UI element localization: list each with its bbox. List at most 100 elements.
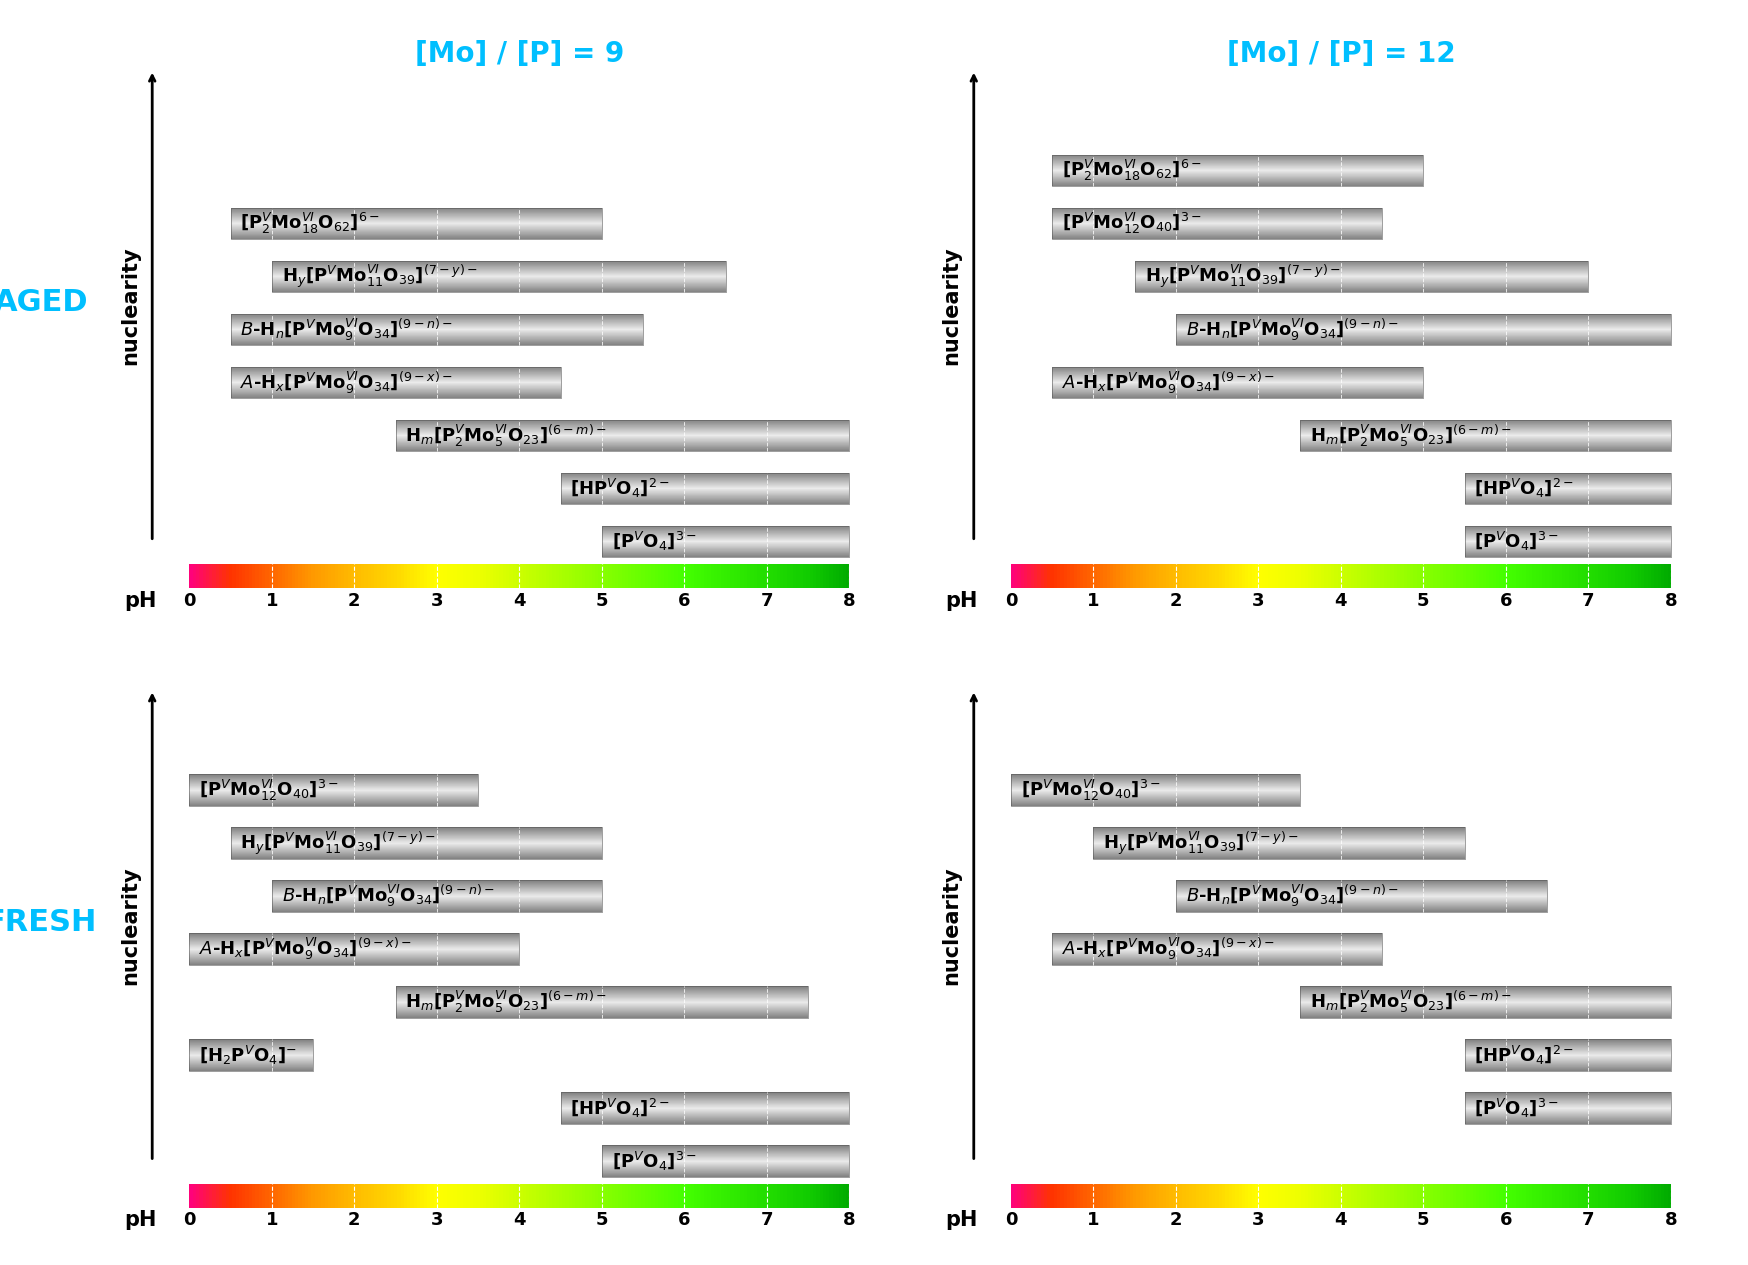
Bar [189, 564, 192, 588]
Bar [259, 564, 262, 588]
Bar [1173, 1184, 1176, 1208]
Bar [1080, 1184, 1084, 1208]
Bar [1516, 564, 1519, 588]
Bar [1526, 1184, 1530, 1208]
Bar [1377, 564, 1381, 588]
Bar [823, 564, 827, 588]
Bar [348, 564, 351, 588]
Bar [1106, 1184, 1110, 1208]
Text: AGED: AGED [0, 288, 87, 318]
Bar [697, 564, 701, 588]
Bar [631, 1184, 635, 1208]
Bar [830, 1184, 832, 1208]
Bar [1652, 1184, 1654, 1208]
Bar [760, 1184, 764, 1208]
Bar [1150, 564, 1152, 588]
Bar [1334, 564, 1337, 588]
Bar [1351, 564, 1355, 588]
Bar [1166, 564, 1169, 588]
Bar [642, 1184, 645, 1208]
Text: $B$-H$_{n}$[P$^{V}$Mo$^{VI}_{9}$O$_{34}$]$^{(9-n)-}$: $B$-H$_{n}$[P$^{V}$Mo$^{VI}_{9}$O$_{34}$… [281, 883, 495, 910]
Text: nuclearity: nuclearity [942, 247, 961, 366]
Bar [304, 564, 308, 588]
Bar [1482, 564, 1486, 588]
Bar [1278, 564, 1281, 588]
Bar [638, 564, 642, 588]
Bar [1084, 1184, 1087, 1208]
Bar [806, 1184, 809, 1208]
Bar [1087, 1184, 1091, 1208]
Bar [378, 1184, 381, 1208]
Bar [206, 1184, 210, 1208]
Bar [783, 564, 787, 588]
Bar [1470, 1184, 1474, 1208]
Bar [278, 564, 281, 588]
Bar [1407, 564, 1411, 588]
Bar [1073, 564, 1077, 588]
Bar [713, 564, 717, 588]
Bar [322, 1184, 325, 1208]
Bar [1225, 1184, 1229, 1208]
Bar [374, 564, 378, 588]
Bar [1162, 1184, 1166, 1208]
Bar [1563, 1184, 1564, 1208]
Bar [1533, 564, 1535, 588]
Bar [843, 1184, 846, 1208]
Bar [1061, 1184, 1065, 1208]
Bar [1358, 1184, 1360, 1208]
Bar [801, 1184, 802, 1208]
Bar [1381, 564, 1384, 588]
Bar [1318, 564, 1321, 588]
Bar [1664, 1184, 1668, 1208]
Bar [678, 564, 682, 588]
Bar [1407, 1184, 1411, 1208]
Bar [232, 1184, 236, 1208]
Bar [1393, 564, 1397, 588]
Bar [1066, 564, 1070, 588]
Bar [1578, 1184, 1582, 1208]
Text: [HP$^{V}$O$_{4}$]$^{2-}$: [HP$^{V}$O$_{4}$]$^{2-}$ [1475, 477, 1575, 500]
Bar [1143, 1184, 1147, 1208]
Bar [682, 564, 683, 588]
Text: 0: 0 [1005, 1212, 1017, 1230]
Bar [301, 564, 304, 588]
Bar [568, 1184, 572, 1208]
Bar [1054, 564, 1058, 588]
Bar [556, 1184, 559, 1208]
Bar [1052, 934, 1383, 965]
Bar [697, 1184, 701, 1208]
Bar [496, 564, 500, 588]
Bar [787, 564, 790, 588]
Text: H$_{y}$[P$^{V}$Mo$^{VI}_{11}$O$_{39}$]$^{(7-y)-}$: H$_{y}$[P$^{V}$Mo$^{VI}_{11}$O$_{39}$]$^… [281, 263, 477, 290]
Bar [1549, 1184, 1552, 1208]
Bar [1099, 564, 1103, 588]
Bar [474, 1184, 477, 1208]
Bar [598, 1184, 601, 1208]
Bar [1232, 564, 1236, 588]
Bar [255, 1184, 259, 1208]
Bar [1509, 564, 1512, 588]
Bar [1129, 1184, 1133, 1208]
Bar [304, 1184, 308, 1208]
Bar [199, 1184, 203, 1208]
Bar [516, 1184, 519, 1208]
Bar [1259, 1184, 1262, 1208]
Bar [367, 1184, 371, 1208]
Bar [1363, 1184, 1367, 1208]
Bar [453, 1184, 456, 1208]
Bar [1222, 1184, 1225, 1208]
Bar [1024, 564, 1028, 588]
Bar [561, 1093, 850, 1125]
Bar [1605, 1184, 1608, 1208]
Bar [575, 1184, 579, 1208]
Bar [262, 1184, 266, 1208]
Text: 3: 3 [430, 592, 442, 610]
Bar [449, 564, 453, 588]
Text: [P$^{V}_{2}$Mo$^{VI}_{18}$O$_{62}$]$^{6-}$: [P$^{V}_{2}$Mo$^{VI}_{18}$O$_{62}$]$^{6-… [241, 211, 381, 237]
Bar [1605, 564, 1608, 588]
Bar [1196, 1184, 1199, 1208]
Bar [318, 1184, 322, 1208]
Bar [1400, 564, 1404, 588]
Bar [645, 564, 649, 588]
Bar [1299, 420, 1671, 452]
